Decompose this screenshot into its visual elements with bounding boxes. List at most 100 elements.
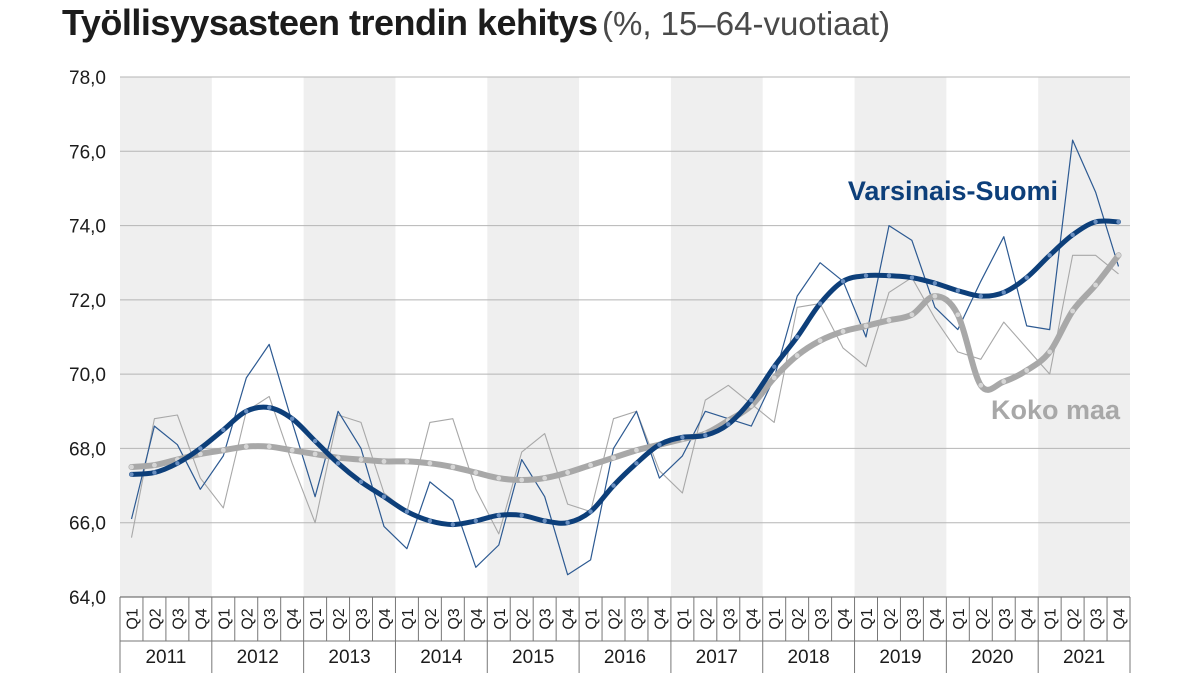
data-point xyxy=(175,461,180,466)
x-tick-label-quarter: Q1 xyxy=(951,608,968,629)
x-tick-label-quarter: Q1 xyxy=(492,608,509,629)
x-tick-label-quarter: Q3 xyxy=(721,608,738,629)
x-tick-label-quarter: Q2 xyxy=(882,608,899,629)
x-tick-label-quarter: Q1 xyxy=(216,608,233,629)
x-tick-label-quarter: Q2 xyxy=(1066,608,1083,629)
data-point xyxy=(588,462,593,468)
x-tick-label-quarter: Q4 xyxy=(1112,608,1129,629)
x-tick-label-quarter: Q2 xyxy=(331,608,348,629)
y-tick-label: 78,0 xyxy=(69,68,106,89)
data-point xyxy=(771,375,777,381)
x-tick-label-quarter: Q3 xyxy=(1089,608,1106,629)
data-point xyxy=(542,475,548,481)
data-point xyxy=(427,518,433,524)
series-label-koko-maa: Koko maa xyxy=(991,395,1121,425)
data-point xyxy=(794,353,800,358)
x-tick-label-quarter: Q2 xyxy=(423,608,440,629)
data-point xyxy=(1024,275,1029,280)
data-point xyxy=(703,433,708,438)
x-axis: Q1 Q2 Q3 Q4 Q1 Q2 Q3 Q4 Q1 Q2 Q3 Q4 Q1 Q2 Q3 Q4 Q1 Q2 Q3 Q4… xyxy=(119,597,1131,673)
x-tick-label-quarter: Q4 xyxy=(744,608,761,629)
x-tick-label-quarter: Q2 xyxy=(147,608,164,629)
data-point xyxy=(267,405,272,410)
y-tick-label: 68,0 xyxy=(69,439,106,460)
data-point xyxy=(634,447,639,453)
x-tick-label-year: 2012 xyxy=(237,647,279,668)
x-tick-label-year: 2014 xyxy=(420,647,463,668)
x-tick-label-quarter: Q3 xyxy=(997,608,1014,629)
x-tick-label-quarter: Q1 xyxy=(124,608,141,629)
data-point xyxy=(794,334,800,340)
data-point xyxy=(749,397,754,403)
data-point xyxy=(1047,349,1053,355)
data-point xyxy=(863,323,869,329)
y-tick-label: 76,0 xyxy=(69,142,106,163)
x-tick-label-quarter: Q2 xyxy=(239,608,256,629)
data-point xyxy=(450,464,456,470)
x-tick-label-quarter: Q3 xyxy=(905,608,922,629)
data-point xyxy=(978,293,983,299)
y-tick-label: 72,0 xyxy=(69,291,106,312)
x-tick-label-year: 2019 xyxy=(879,647,921,668)
x-tick-label-quarter: Q2 xyxy=(790,608,807,629)
x-tick-label-year: 2020 xyxy=(971,647,1013,668)
x-tick-label-quarter: Q3 xyxy=(354,608,371,629)
data-point xyxy=(1093,282,1098,288)
data-point xyxy=(450,522,456,527)
data-point xyxy=(772,364,777,369)
data-point xyxy=(1116,252,1121,258)
data-point xyxy=(1024,368,1030,373)
data-point xyxy=(863,273,869,278)
year-band-2017 xyxy=(670,77,763,597)
data-point xyxy=(840,329,846,334)
x-tick-label-quarter: Q3 xyxy=(170,608,187,629)
data-point xyxy=(289,416,295,421)
data-point xyxy=(886,317,892,323)
data-point xyxy=(1070,308,1076,314)
x-tick-label-quarter: Q2 xyxy=(698,608,715,629)
data-point xyxy=(817,301,823,306)
data-point xyxy=(611,455,616,461)
year-band-2013 xyxy=(303,77,396,597)
x-tick-label-quarter: Q4 xyxy=(652,608,669,629)
y-tick-label: 70,0 xyxy=(69,365,106,386)
y-tick-label: 66,0 xyxy=(69,514,106,535)
x-tick-label-year: 2013 xyxy=(328,647,370,668)
x-tick-label-year: 2011 xyxy=(145,647,186,668)
series-2-trend-line xyxy=(128,252,1122,483)
data-point xyxy=(1070,232,1075,238)
year-band-2015 xyxy=(487,77,580,597)
series-lines xyxy=(128,139,1122,576)
y-tick-label: 64,0 xyxy=(69,588,106,609)
data-point xyxy=(932,280,938,286)
x-tick-label-quarter: Q3 xyxy=(813,608,830,629)
x-tick-label-quarter: Q1 xyxy=(1043,608,1060,629)
data-point xyxy=(243,444,249,449)
data-point xyxy=(978,382,984,388)
series-1-original-line xyxy=(130,139,1120,576)
data-point xyxy=(496,513,501,518)
x-tick-label-quarter: Q2 xyxy=(515,608,532,629)
data-point xyxy=(129,464,134,470)
data-point xyxy=(358,457,364,462)
data-point xyxy=(565,520,570,525)
year-band-2021 xyxy=(1038,77,1130,597)
x-tick-label-year: 2016 xyxy=(604,647,646,668)
x-tick-label-year: 2015 xyxy=(512,647,554,668)
data-point xyxy=(519,477,525,483)
data-point xyxy=(244,409,249,414)
x-tick-label-quarter: Q4 xyxy=(928,608,945,629)
y-axis-tick-labels: 64,0 66,0 68,0 70,0 72,0 74,0 76,0 78,0 xyxy=(69,68,106,609)
x-tick-label-quarter: Q1 xyxy=(584,608,601,629)
year-band-2011 xyxy=(120,77,212,597)
x-tick-label-quarter: Q2 xyxy=(607,608,624,629)
data-point xyxy=(909,312,915,318)
data-point xyxy=(1116,219,1121,225)
x-tick-label-year: 2021 xyxy=(1063,647,1105,668)
data-point xyxy=(909,275,915,280)
data-point xyxy=(840,279,846,284)
x-tick-label-quarter: Q4 xyxy=(836,608,853,629)
data-point xyxy=(289,447,295,453)
chart-subtitle: (%, 15–64-vuotiaat) xyxy=(602,5,891,42)
y-tick-label: 74,0 xyxy=(69,217,106,238)
